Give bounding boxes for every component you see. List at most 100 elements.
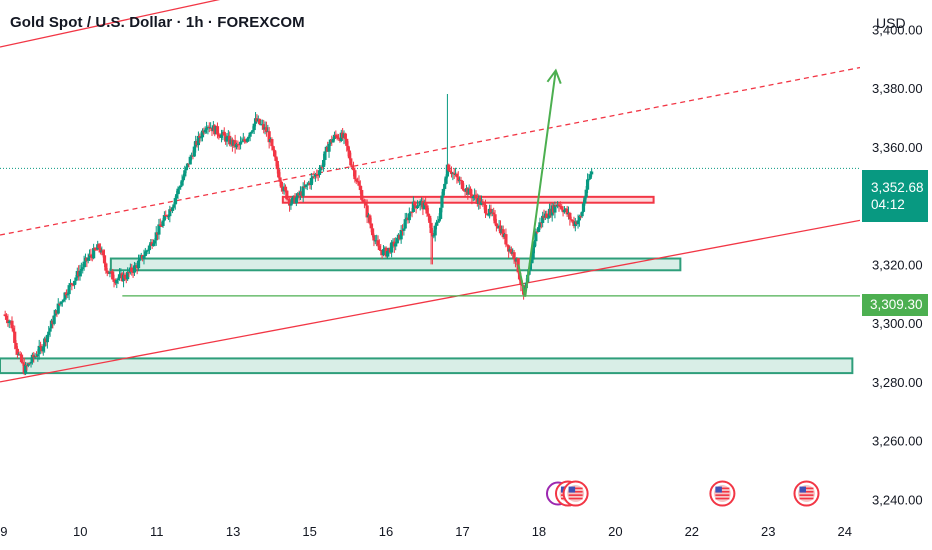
candle-body bbox=[166, 216, 171, 218]
candle-body bbox=[379, 250, 383, 252]
candle-body bbox=[479, 201, 484, 205]
support_zone-3 bbox=[0, 357, 854, 375]
candle-body bbox=[273, 150, 277, 157]
candle-body bbox=[489, 208, 493, 213]
candle-body bbox=[385, 251, 390, 257]
event-marker[interactable] bbox=[793, 480, 820, 507]
candle-body bbox=[448, 170, 452, 172]
candle-body bbox=[358, 185, 362, 191]
candle-body bbox=[18, 354, 22, 356]
candle-body bbox=[365, 205, 369, 218]
event-marker[interactable] bbox=[562, 480, 589, 507]
candle-body bbox=[505, 244, 509, 246]
candle-body bbox=[146, 250, 150, 252]
candle-body bbox=[305, 184, 309, 186]
candle-body bbox=[429, 222, 433, 234]
candle-body bbox=[447, 164, 451, 171]
candle-body bbox=[67, 285, 71, 295]
candle-body bbox=[104, 263, 108, 271]
candle-body bbox=[162, 215, 166, 221]
candle-body bbox=[432, 235, 436, 237]
candle-body bbox=[28, 363, 32, 365]
candle-body bbox=[147, 245, 152, 251]
candle-body bbox=[34, 356, 39, 358]
candle-body bbox=[364, 202, 368, 206]
channel-line-lower bbox=[0, 219, 860, 383]
candle-body bbox=[172, 204, 176, 208]
candle-body bbox=[225, 136, 229, 142]
candle-body bbox=[583, 197, 587, 204]
candle-body bbox=[217, 134, 221, 137]
candle-body bbox=[546, 217, 550, 219]
candle-body bbox=[145, 250, 149, 252]
candle-body bbox=[199, 137, 203, 139]
candle-body bbox=[192, 146, 196, 157]
candle-body bbox=[334, 134, 338, 136]
y-tick-label: 3,260.00 bbox=[872, 434, 923, 449]
candle-body bbox=[399, 229, 403, 240]
candle-body bbox=[437, 218, 441, 222]
forecast-arrow-line bbox=[517, 70, 557, 297]
candle-body bbox=[234, 144, 239, 148]
candle-body bbox=[111, 271, 115, 280]
forecast-arrow-head bbox=[546, 68, 562, 84]
candle-body bbox=[262, 124, 266, 130]
candle-body bbox=[449, 171, 454, 175]
flag-canton bbox=[715, 486, 722, 493]
candle-body bbox=[351, 167, 356, 171]
x-tick-label: 15 bbox=[302, 524, 316, 539]
event-marker[interactable] bbox=[709, 480, 736, 507]
candle-body bbox=[353, 170, 357, 180]
candle-body bbox=[345, 138, 349, 146]
candle-body bbox=[590, 171, 594, 175]
candle-body bbox=[3, 314, 7, 317]
candle-body bbox=[402, 228, 406, 231]
candle-body bbox=[37, 345, 41, 355]
candle-body bbox=[41, 346, 45, 352]
flag-stripe bbox=[568, 497, 583, 500]
y-tick-label: 3,300.00 bbox=[872, 316, 923, 331]
candle-body bbox=[278, 177, 282, 182]
candle-body bbox=[30, 354, 34, 362]
candle-body bbox=[331, 138, 335, 143]
candle-body bbox=[62, 299, 66, 302]
candle-body bbox=[11, 328, 15, 332]
candle-body bbox=[81, 267, 85, 269]
candle-body bbox=[369, 223, 373, 229]
candle-body bbox=[517, 272, 522, 280]
candle-body bbox=[434, 222, 439, 226]
y-tick-label: 3,400.00 bbox=[872, 22, 923, 37]
candle-body bbox=[92, 248, 96, 259]
candle-body bbox=[459, 179, 463, 181]
candle-body bbox=[56, 303, 60, 314]
candle-body bbox=[82, 261, 86, 268]
candle-body bbox=[136, 260, 141, 269]
candle-body bbox=[248, 132, 252, 137]
channel-line-upper bbox=[0, 0, 221, 48]
candle-body bbox=[407, 213, 411, 221]
candle-body bbox=[143, 251, 147, 257]
candle-body bbox=[274, 156, 278, 161]
candle-body bbox=[102, 255, 107, 264]
currency-label[interactable]: USD bbox=[876, 15, 906, 31]
candle-body bbox=[4, 316, 9, 320]
current-price-value: 3,352.68 bbox=[871, 180, 924, 195]
candle-body bbox=[327, 143, 331, 152]
flag-stripe bbox=[715, 490, 730, 493]
candle-body bbox=[350, 165, 354, 168]
candle-body bbox=[173, 198, 177, 205]
candle-body bbox=[332, 134, 337, 139]
flag-canton bbox=[799, 486, 806, 493]
candle-body bbox=[301, 186, 305, 196]
candle-body bbox=[60, 301, 64, 303]
candle-body bbox=[142, 256, 146, 260]
candle-body bbox=[557, 204, 561, 206]
candle-body bbox=[309, 177, 313, 186]
candle-body bbox=[581, 203, 586, 212]
candle-body bbox=[93, 248, 97, 250]
candle-body bbox=[436, 221, 440, 223]
candle-body bbox=[258, 118, 262, 125]
flag-stripe bbox=[568, 494, 583, 496]
